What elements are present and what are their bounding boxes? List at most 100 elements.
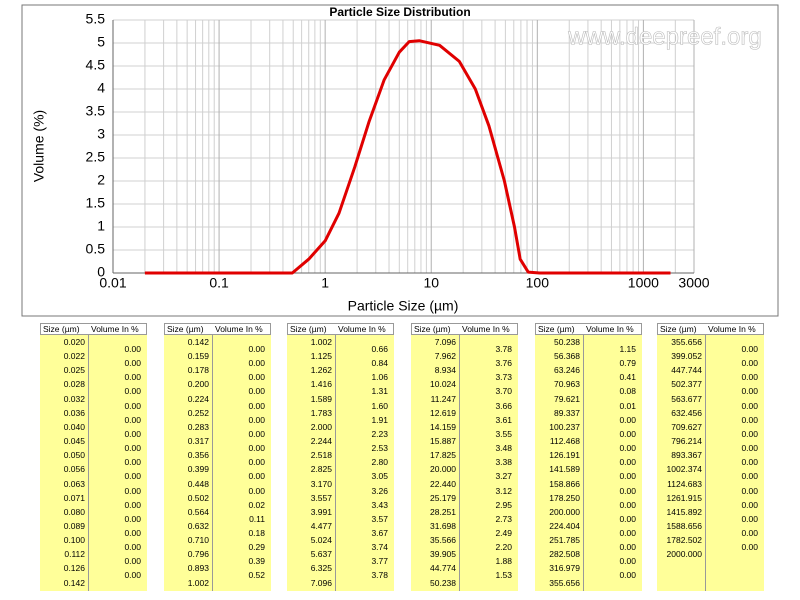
- size-table: Size (µm) Volume In % 7.096 7.962 8.934 10.02…: [411, 323, 518, 591]
- size-cell: 0.032: [63, 393, 85, 404]
- column-header: Volume In %: [338, 324, 386, 334]
- volume-cell: 0.00: [248, 400, 265, 411]
- volume-cell: 0.00: [124, 542, 141, 553]
- volume-cell: 0.00: [248, 372, 265, 383]
- y-tick-label: 0: [97, 264, 105, 280]
- size-cell: 10.024: [430, 379, 456, 390]
- size-cell: 1.262: [310, 365, 332, 376]
- size-cell: 50.238: [430, 577, 456, 588]
- volume-cell: 2.23: [371, 428, 388, 439]
- y-tick-label: 4.5: [86, 57, 106, 73]
- volume-cell: 1.53: [495, 570, 512, 581]
- volume-cell: 3.05: [371, 471, 388, 482]
- volume-cell: 0.00: [124, 471, 141, 482]
- volume-cell: 1.31: [371, 386, 388, 397]
- size-cell: 79.621: [554, 393, 580, 404]
- volume-cell: 1.15: [619, 344, 636, 354]
- size-cell: 22.440: [430, 478, 456, 489]
- volume-cell: 3.12: [495, 485, 512, 496]
- size-cell: 0.502: [187, 492, 209, 503]
- volume-cell: 0.00: [619, 428, 636, 439]
- header-row: [411, 323, 518, 335]
- size-cell: 0.796: [187, 549, 209, 560]
- size-cell: 0.022: [63, 351, 85, 362]
- size-cell: 56.368: [554, 351, 580, 362]
- volume-cell: 0.00: [619, 499, 636, 510]
- size-cell: 0.399: [187, 464, 209, 475]
- size-cell: 0.200: [187, 379, 209, 390]
- size-cell: 200.000: [549, 506, 580, 517]
- volume-cell: 3.61: [495, 414, 512, 425]
- size-cell: 0.178: [187, 365, 209, 376]
- y-tick-label: 2.5: [86, 149, 106, 165]
- chart-title: Particle Size Distribution: [329, 5, 470, 19]
- volume-cell: 0.00: [124, 570, 141, 581]
- volume-cell: 3.78: [371, 570, 388, 581]
- volume-cell: 0.00: [124, 372, 141, 383]
- size-cell: 7.096: [310, 577, 332, 588]
- size-cell: 0.056: [63, 464, 85, 475]
- volume-cell: 0.00: [619, 556, 636, 567]
- size-cell: 0.100: [63, 535, 85, 546]
- volume-cell: 0.00: [248, 344, 265, 354]
- size-cell: 0.893: [187, 563, 209, 574]
- size-cell: 35.566: [430, 535, 456, 546]
- size-cell: 0.564: [187, 506, 209, 517]
- volume-cell: 0.00: [124, 414, 141, 425]
- volume-cell: 3.38: [495, 457, 512, 468]
- x-axis-label: Particle Size (µm): [348, 298, 459, 314]
- volume-cell: 1.91: [371, 414, 388, 425]
- size-table: Size (µm) Volume In % 355.656 399.052 447.74…: [657, 323, 764, 591]
- column-header: Size (µm): [660, 324, 697, 334]
- size-cell: 502.377: [671, 379, 702, 390]
- header-row: [164, 323, 271, 335]
- size-cell: 0.071: [63, 492, 85, 503]
- size-cell: 1415.892: [666, 506, 702, 517]
- volume-cell: 2.20: [495, 542, 512, 553]
- size-cell: 355.656: [549, 577, 580, 588]
- size-cell: 282.508: [549, 549, 580, 560]
- volume-cell: 0.00: [124, 344, 141, 354]
- size-cell: 0.112: [64, 549, 85, 560]
- volume-cell: 0.41: [619, 372, 636, 383]
- volume-cell: 0.39: [248, 556, 265, 567]
- size-cell: 28.251: [430, 506, 456, 517]
- volume-cell: 0.00: [124, 457, 141, 468]
- volume-cell: 0.00: [248, 428, 265, 439]
- size-column: [411, 335, 460, 591]
- size-cell: 12.619: [430, 407, 456, 418]
- volume-column: [213, 335, 271, 591]
- size-cell: 14.159: [430, 421, 456, 432]
- x-tick-label: 1: [321, 275, 329, 291]
- size-table: Size (µm) Volume In % 0.020 0.022 0.025 0.028…: [40, 323, 147, 591]
- x-tick-label: 10: [423, 275, 439, 291]
- volume-cell: 0.00: [741, 542, 758, 553]
- y-axis-label: Volume (%): [31, 110, 47, 182]
- volume-cell: 3.26: [371, 485, 388, 496]
- column-header: Volume In %: [91, 324, 139, 334]
- size-cell: 0.040: [63, 421, 85, 432]
- y-tick-label: 3.5: [86, 103, 106, 119]
- column-header: Size (µm): [538, 324, 575, 334]
- size-cell: 0.252: [187, 407, 209, 418]
- size-cell: 3.557: [310, 492, 332, 503]
- size-cell: 0.142: [187, 337, 209, 347]
- volume-cell: 0.00: [741, 513, 758, 524]
- column-header: Volume In %: [462, 324, 510, 334]
- column-header: Volume In %: [215, 324, 263, 334]
- size-cell: 0.036: [63, 407, 85, 418]
- volume-cell: 3.67: [371, 527, 388, 538]
- size-cell: 141.589: [549, 464, 580, 475]
- volume-cell: 2.73: [495, 513, 512, 524]
- y-tick-label: 5: [97, 34, 105, 50]
- volume-cell: 0.18: [248, 527, 265, 538]
- volume-cell: 1.60: [371, 400, 388, 411]
- volume-cell: 3.77: [371, 556, 388, 567]
- volume-cell: 0.00: [741, 400, 758, 411]
- column-header: Size (µm): [414, 324, 451, 334]
- volume-cell: 0.00: [619, 513, 636, 524]
- size-cell: 7.962: [434, 351, 456, 362]
- size-cell: 100.237: [549, 421, 580, 432]
- volume-cell: 3.48: [495, 443, 512, 454]
